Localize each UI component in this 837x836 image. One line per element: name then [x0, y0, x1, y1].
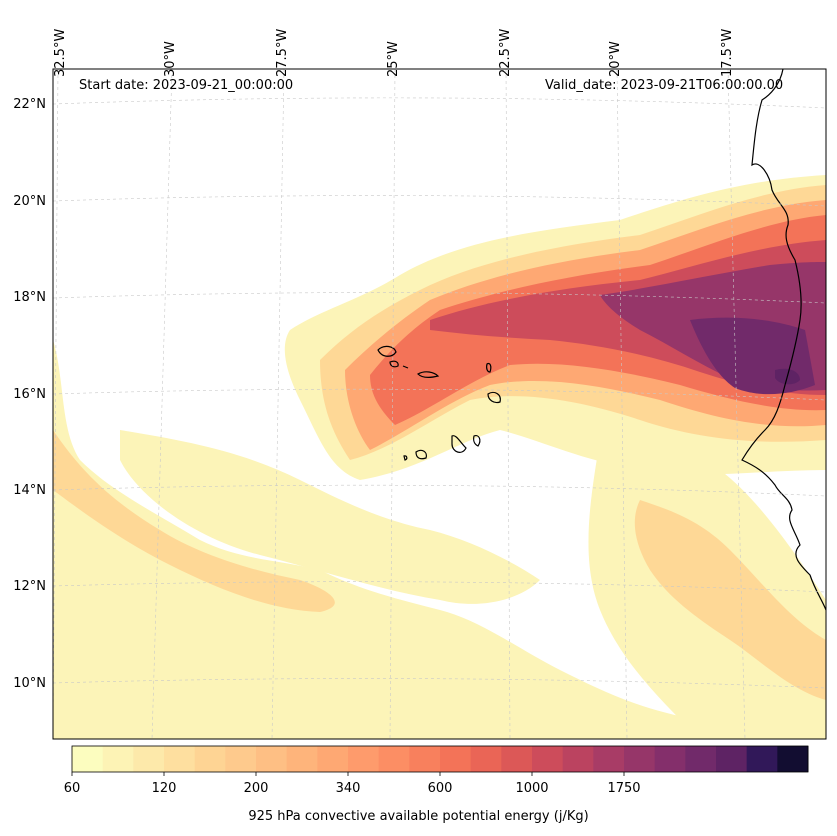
colorbar-segment — [256, 746, 288, 772]
lon-label: 30°W — [163, 41, 178, 77]
parallel-line — [53, 678, 826, 689]
colorbar-segment — [562, 746, 594, 772]
colorbar-label: 925 hPa convective available potential e… — [248, 809, 589, 824]
colorbar-segment — [654, 746, 686, 772]
meridian-line — [151, 69, 173, 739]
colorbar-segment — [72, 746, 104, 772]
map-border — [52, 68, 827, 740]
lon-label: 32.5°W — [53, 28, 68, 77]
colorbar-tick-label: 120 — [151, 781, 177, 796]
colorbar-segment — [685, 746, 717, 772]
colorbar-segment — [624, 746, 656, 772]
cape-contour-200-south — [634, 500, 826, 700]
island-santo-antao — [377, 345, 397, 357]
meridian-line — [727, 69, 746, 739]
island-brava — [403, 455, 408, 461]
colorbar-segment — [133, 746, 165, 772]
colorbar-segment — [348, 746, 380, 772]
colorbar-tick-label: 1000 — [515, 781, 549, 796]
parallel-line — [53, 388, 826, 401]
colorbar-segment — [777, 746, 809, 772]
colorbar-tick-label: 60 — [63, 781, 81, 796]
valid-date-label: Valid_date: 2023-09-21T06:00:00.00 — [545, 78, 784, 93]
colorbar-segment — [164, 746, 196, 772]
colorbar-tick-label: 600 — [427, 781, 453, 796]
meridian-line — [53, 69, 59, 739]
colorbar-segment — [746, 746, 778, 772]
lon-label: 27.5°W — [275, 28, 290, 77]
colorbar-segment — [501, 746, 533, 772]
lon-label: 22.5°W — [498, 28, 513, 77]
colorbar-segment — [286, 746, 318, 772]
parallel-line — [53, 581, 826, 593]
colorbar-segment — [470, 746, 502, 772]
parallel-line — [53, 195, 826, 207]
colorbar — [72, 746, 809, 772]
colorbar-segment — [378, 746, 410, 772]
colorbar-segment — [102, 746, 134, 772]
cape-contour-200-west — [53, 430, 335, 612]
meridian-line — [616, 69, 628, 739]
colorbar-segment — [194, 746, 226, 772]
colorbar-tick-label: 200 — [243, 781, 269, 796]
lon-label: 20°W — [608, 41, 623, 77]
island-sao-nicolau — [417, 371, 440, 378]
parallel-line — [53, 484, 826, 497]
parallel-line — [53, 292, 826, 304]
island-santiago — [451, 435, 467, 453]
graticule — [53, 69, 826, 739]
island-maio — [473, 435, 481, 447]
meridian-line — [505, 69, 511, 739]
lat-label: 14°N — [13, 483, 46, 498]
island-boa-vista — [487, 391, 501, 404]
lon-label: 17.5°W — [720, 28, 735, 77]
cape-contour-low-mid — [120, 430, 540, 604]
meridian-line — [271, 69, 285, 739]
colorbar-tick-label: 340 — [335, 781, 361, 796]
colorbar-tick-label: 1750 — [607, 781, 641, 796]
colorbar-ticks — [71, 772, 625, 776]
cape-field — [53, 69, 826, 739]
island-sal — [486, 362, 492, 373]
lon-label: 25°W — [386, 41, 401, 77]
lat-label: 10°N — [13, 676, 46, 691]
parallel-line — [53, 97, 826, 109]
cape-contour-low-west-band — [53, 340, 760, 739]
colorbar-segment — [409, 746, 441, 772]
colorbar-segment — [532, 746, 564, 772]
island-fogo — [415, 449, 427, 460]
lat-label: 16°N — [13, 387, 46, 402]
lat-label: 20°N — [13, 194, 46, 209]
lat-label: 22°N — [13, 97, 46, 112]
island-sao-vicente — [389, 360, 399, 368]
colorbar-segment — [716, 746, 748, 772]
start-date-label: Start date: 2023-09-21_00:00:00 — [79, 78, 294, 93]
colorbar-segment — [440, 746, 472, 772]
lat-label: 12°N — [13, 579, 46, 594]
lat-label: 18°N — [13, 290, 46, 305]
meridian-line — [389, 69, 396, 739]
coastline-africa — [741, 69, 826, 611]
island-santa-luzia — [402, 365, 409, 369]
colorbar-segment — [225, 746, 257, 772]
cape-verde-islands — [377, 345, 501, 461]
colorbar-segment — [317, 746, 349, 772]
colorbar-segment — [593, 746, 625, 772]
